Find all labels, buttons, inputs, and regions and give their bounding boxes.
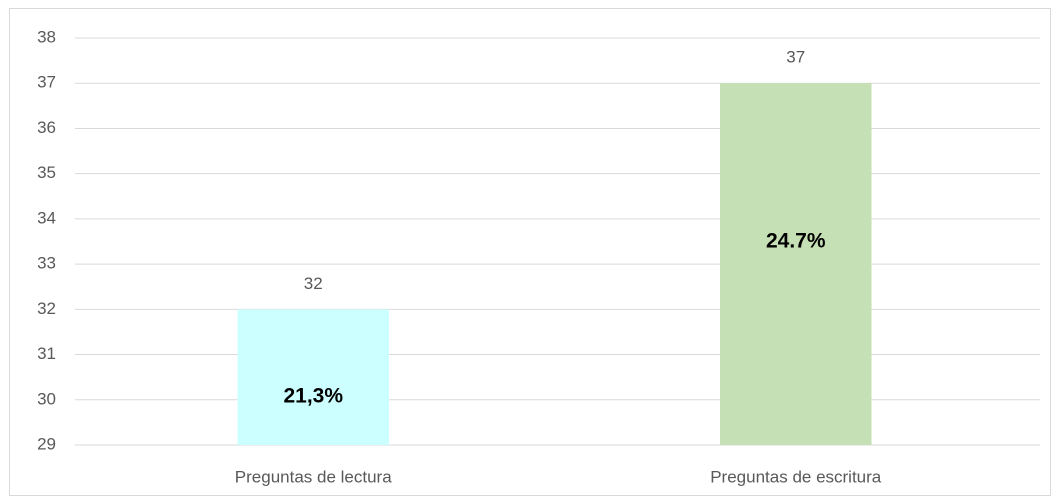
x-tick-label: Preguntas de lectura: [235, 467, 392, 486]
annotation: 21,3%: [283, 385, 343, 408]
data-label: 37: [786, 48, 805, 67]
y-tick-label: 29: [37, 434, 56, 453]
y-tick-label: 30: [37, 389, 56, 408]
annotation: 24.7%: [766, 230, 826, 253]
y-tick-label: 32: [37, 299, 56, 318]
chart-border: [9, 8, 1051, 496]
y-tick-label: 33: [37, 254, 56, 273]
data-label: 32: [304, 274, 323, 293]
bar: [719, 83, 872, 445]
x-tick-label: Preguntas de escritura: [710, 467, 882, 486]
y-tick-label: 35: [37, 163, 56, 182]
y-tick-label: 38: [37, 27, 56, 46]
bar: [237, 309, 390, 445]
y-tick-label: 37: [37, 73, 56, 92]
y-tick-label: 31: [37, 344, 56, 363]
y-tick-label: 36: [37, 118, 56, 137]
y-tick-label: 34: [37, 208, 56, 227]
